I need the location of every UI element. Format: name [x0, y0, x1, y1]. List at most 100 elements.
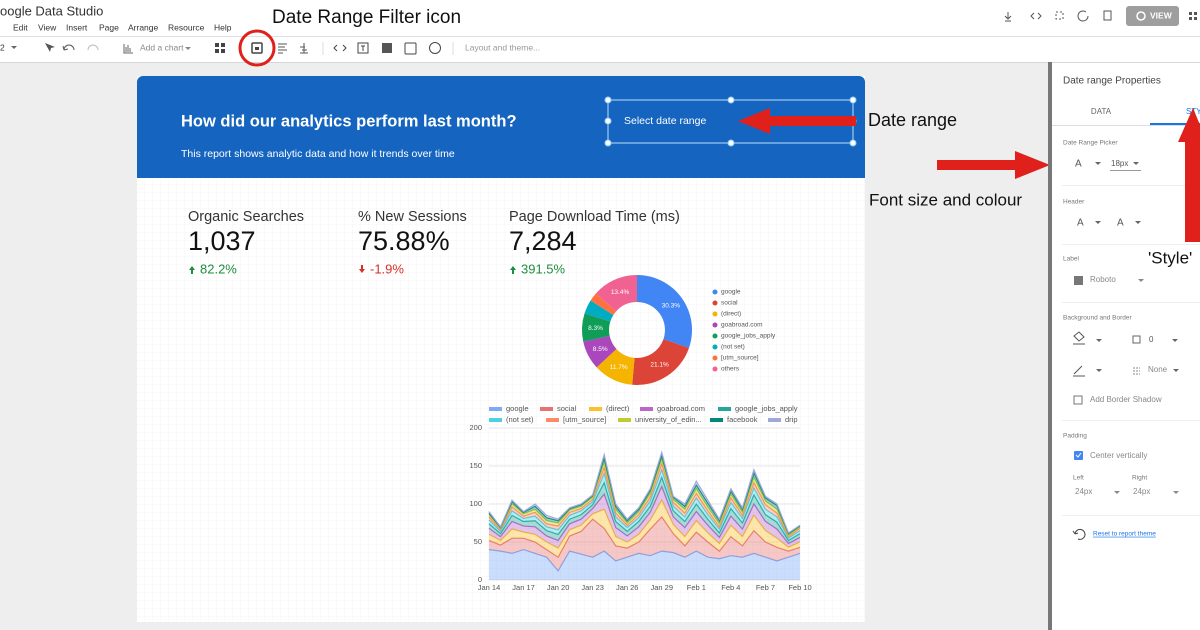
add-chart[interactable]: Add a chart [140, 42, 184, 52]
x-tick-label: Jan 29 [651, 583, 674, 592]
legend-label: drip [785, 415, 798, 424]
y-tick-label: 150 [469, 461, 482, 470]
dropdown-icon [185, 47, 191, 50]
select-icon[interactable] [45, 43, 55, 52]
dropdown-icon[interactable] [1114, 491, 1120, 494]
embed-icon[interactable] [333, 44, 347, 52]
header-font-color[interactable]: A [1077, 218, 1084, 229]
refresh-icon[interactable] [1077, 10, 1089, 22]
dropdown-icon[interactable] [1173, 491, 1179, 494]
app-title: oogle Data Studio [0, 3, 103, 18]
menu-item[interactable]: Arrange [128, 22, 159, 32]
dropdown-icon[interactable] [1138, 279, 1144, 282]
annotation-arrow [1178, 108, 1200, 242]
undo-icon[interactable] [62, 44, 75, 51]
redo-icon[interactable] [87, 44, 99, 51]
legend-label: (not set) [721, 344, 745, 351]
annotation: Font size and colour [869, 190, 1022, 209]
dropdown-icon[interactable] [1135, 221, 1141, 224]
legend-swatch [712, 322, 718, 328]
pie-slice [637, 275, 692, 348]
legend-swatch [712, 344, 718, 350]
legend-label: goabroad.com [657, 404, 705, 413]
x-tick-label: Jan 14 [478, 583, 501, 592]
dropdown-icon[interactable] [1095, 162, 1101, 165]
slice-label: 21.1% [650, 362, 669, 369]
chart-icon[interactable] [123, 44, 133, 54]
reset-icon[interactable] [1072, 528, 1086, 540]
scorecard-label: Organic Searches [188, 209, 304, 225]
checkbox[interactable] [1073, 395, 1083, 405]
code-icon[interactable] [1030, 12, 1042, 20]
padding-right[interactable]: 24px [1133, 487, 1150, 496]
download-icon[interactable] [1004, 12, 1012, 22]
filter-icon[interactable] [278, 43, 287, 54]
slice-label: 13.4% [611, 289, 630, 296]
text-icon[interactable] [357, 42, 369, 54]
fullscreen-icon[interactable] [1055, 11, 1064, 20]
legend-label: (direct) [721, 311, 741, 318]
legend-swatch [712, 289, 718, 295]
tab[interactable]: DATA [1091, 107, 1112, 116]
legend-swatch [712, 366, 718, 372]
label-font[interactable]: Roboto [1090, 275, 1116, 284]
copy-icon[interactable] [1103, 10, 1112, 21]
scorecard-label: Page Download Time (ms) [509, 209, 680, 225]
image-icon[interactable] [382, 43, 392, 53]
border-shadow[interactable]: Add Border Shadow [1090, 395, 1162, 404]
circle-icon[interactable] [429, 42, 441, 54]
report-header [137, 76, 865, 178]
border-color-icon[interactable] [1073, 365, 1085, 377]
area-line [488, 498, 801, 549]
dropdown-icon[interactable] [1172, 339, 1178, 342]
pie-slice [632, 339, 689, 385]
date-control-label[interactable]: Select date range [624, 115, 706, 127]
menu-item[interactable]: Page [99, 22, 119, 32]
data-control-icon[interactable] [300, 43, 308, 54]
page-selector[interactable]: 2 [0, 42, 5, 52]
text-icon-t [361, 45, 365, 51]
section-heading: Header [1063, 199, 1085, 206]
area-line [488, 467, 801, 540]
border-style[interactable]: None [1148, 365, 1168, 374]
control-icon[interactable] [215, 43, 225, 53]
area-line [488, 475, 801, 542]
font-color[interactable]: A [1075, 159, 1082, 170]
scorecard-value: 7,284 [509, 226, 577, 256]
view-button[interactable] [1126, 6, 1179, 26]
menu-item[interactable]: View [38, 22, 57, 32]
scorecard-change: 82.2% [200, 261, 237, 276]
dropdown-icon[interactable] [11, 46, 17, 49]
border-width[interactable]: 0 [1149, 335, 1154, 344]
annotation: Date Range Filter icon [272, 7, 461, 28]
menu-item[interactable]: Edit [13, 22, 28, 32]
font-size[interactable]: 18px [1111, 159, 1128, 168]
menu-item[interactable]: Resource [168, 22, 205, 32]
date-range-icon[interactable] [251, 42, 263, 54]
legend-swatch [489, 418, 502, 422]
annotation: Date range [868, 110, 957, 130]
menu-item[interactable]: Insert [66, 22, 88, 32]
layout-theme[interactable]: Layout and theme... [465, 42, 540, 52]
dropdown-icon[interactable] [1096, 339, 1102, 342]
reset-link[interactable]: Reset to report theme [1093, 531, 1156, 538]
padding-right-label: Right [1132, 475, 1147, 482]
slice-label: 8.3% [588, 325, 603, 332]
date-range-icon-dot [255, 47, 259, 50]
scorecard-change: 391.5% [521, 261, 566, 276]
dropdown-icon[interactable] [1096, 369, 1102, 372]
legend-label: [utm_source] [563, 415, 606, 424]
dropdown-icon[interactable] [1133, 162, 1139, 165]
header-font-color[interactable]: A [1117, 218, 1124, 229]
padding-left[interactable]: 24px [1075, 487, 1092, 496]
dropdown-icon[interactable] [1095, 221, 1101, 224]
center-vertically[interactable]: Center vertically [1090, 451, 1147, 460]
annotation-arrow [937, 151, 1050, 179]
view-label: VIEW [1150, 10, 1173, 20]
fill-icon[interactable] [1073, 331, 1085, 345]
legend-label: google [506, 404, 529, 413]
menu-item[interactable]: Help [214, 22, 232, 32]
apps-icon[interactable] [1189, 12, 1197, 20]
dropdown-icon[interactable] [1173, 369, 1179, 372]
rectangle-icon[interactable] [404, 42, 417, 55]
